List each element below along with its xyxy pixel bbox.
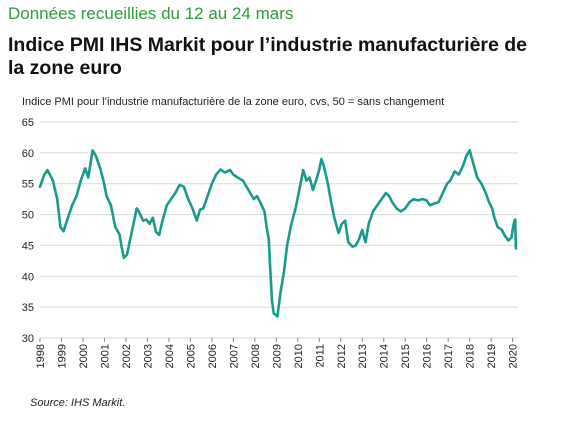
y-tick-label: 55 <box>22 179 34 191</box>
x-tick-label: 2003 <box>142 344 154 368</box>
x-tick-label: 2009 <box>271 344 283 368</box>
top-note: Données recueillies du 12 au 24 mars <box>8 4 294 23</box>
x-tick-label: 2017 <box>443 344 455 368</box>
x-tick-label: 2001 <box>99 344 111 368</box>
x-tick-label: 2018 <box>465 344 477 368</box>
x-tick-label: 2019 <box>486 344 498 368</box>
x-tick-label: 2013 <box>357 344 369 368</box>
y-tick-label: 60 <box>22 148 34 160</box>
x-tick-label: 2000 <box>78 344 90 368</box>
x-tick-label: 2005 <box>185 344 197 368</box>
x-tick-label: 2008 <box>250 344 262 368</box>
chart-title: Indice PMI IHS Markit pour l’industrie m… <box>8 34 528 79</box>
grid-lines <box>40 121 518 339</box>
x-tick-label: 2010 <box>293 344 305 368</box>
x-tick-label: 2016 <box>422 344 434 368</box>
y-tick-label: 30 <box>22 333 34 345</box>
x-tick-label: 1999 <box>56 344 68 368</box>
x-tick-label: 2006 <box>207 344 219 368</box>
y-tick-label: 45 <box>22 240 34 252</box>
y-axis-ticks: 30 35 40 45 50 55 60 65 <box>22 117 34 345</box>
y-tick-label: 35 <box>22 302 34 314</box>
y-tick-label: 40 <box>22 271 34 283</box>
source-note: Source: IHS Markit. <box>30 397 126 409</box>
x-tick-label: 2020 <box>508 344 520 368</box>
x-tick-label: 2014 <box>379 344 391 368</box>
x-tick-label: 2004 <box>164 344 176 368</box>
chart-subtitle: Indice PMI pour l’industrie manufacturiè… <box>22 96 445 108</box>
y-tick-label: 50 <box>22 210 34 222</box>
x-tick-label: 1998 <box>35 344 47 368</box>
series-layer <box>38 149 518 318</box>
x-tick-label: 2002 <box>121 344 133 368</box>
x-tick-label: 2011 <box>314 344 326 368</box>
x-tick-label: 2012 <box>336 344 348 368</box>
pmi-series-line <box>38 149 518 318</box>
x-axis-ticks: 1998 1999 2000 2001 2002 2003 2004 2005 2006 2007… <box>35 338 520 368</box>
x-tick-label: 2007 <box>228 344 240 368</box>
y-tick-label: 65 <box>22 117 34 129</box>
x-tick-label: 2015 <box>400 344 412 368</box>
